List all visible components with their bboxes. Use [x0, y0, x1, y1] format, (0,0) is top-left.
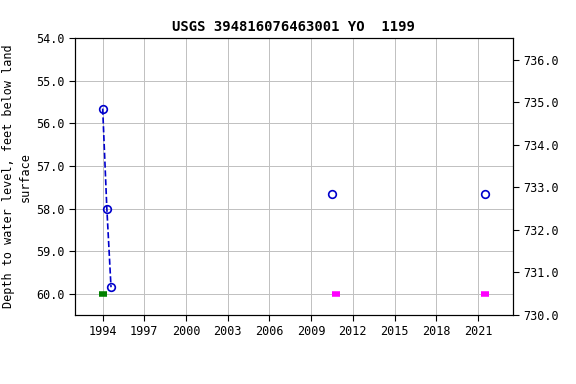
Y-axis label: Groundwater level above NGVD 1929, feet: Groundwater level above NGVD 1929, feet: [575, 38, 576, 316]
Legend: Period of approved data, Period of provisional data: Period of approved data, Period of provi…: [82, 381, 505, 384]
Title: USGS 394816076463001 YO  1199: USGS 394816076463001 YO 1199: [172, 20, 415, 35]
Y-axis label: Depth to water level, feet below land
surface: Depth to water level, feet below land su…: [2, 45, 32, 308]
